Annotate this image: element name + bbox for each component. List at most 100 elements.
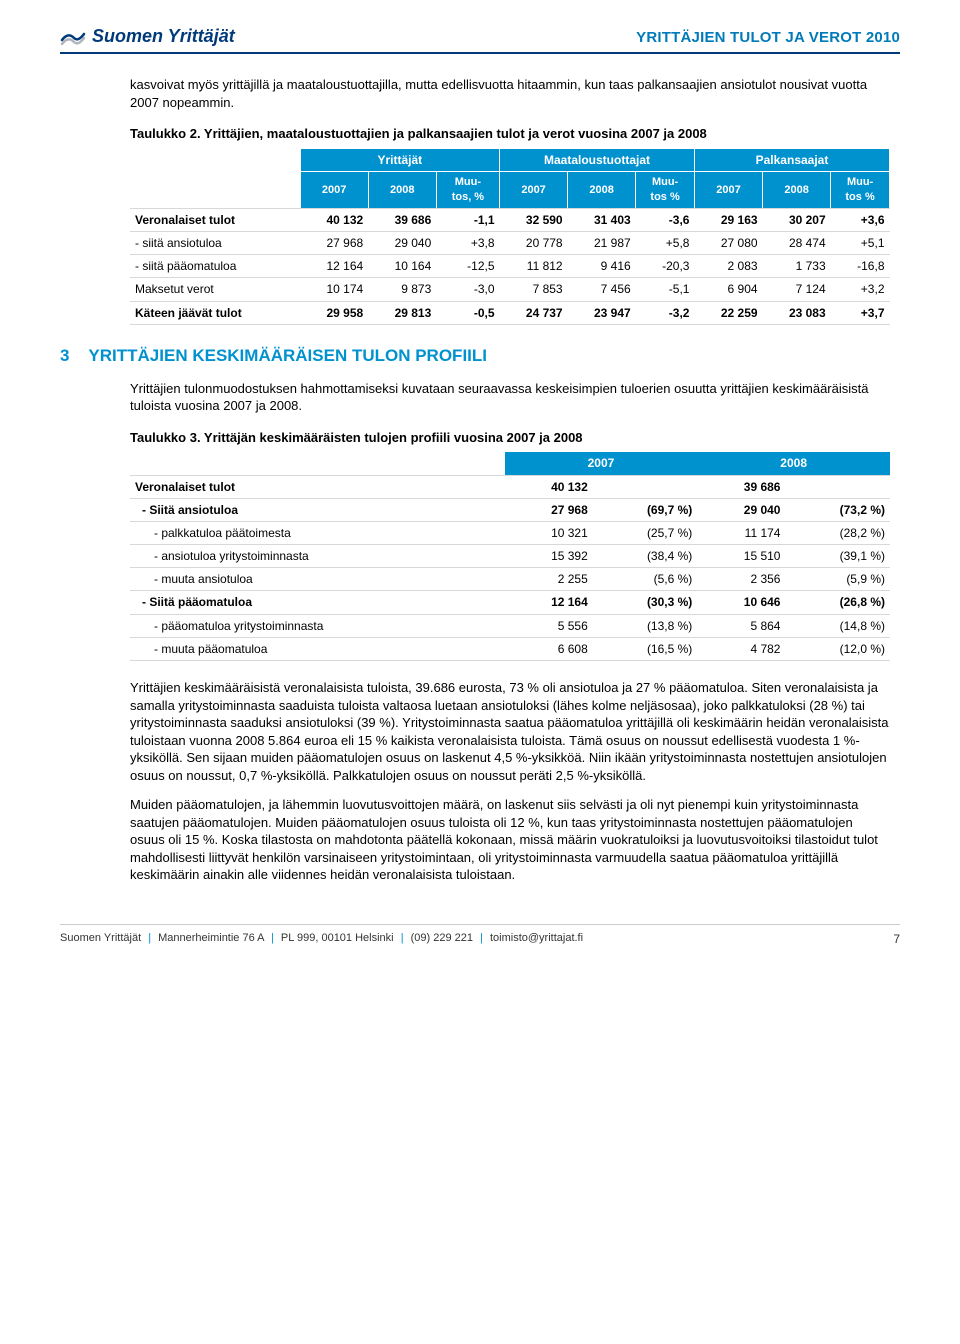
table2-cell: -20,3: [636, 255, 695, 278]
table3-cell: [785, 475, 890, 498]
table2-cell: 7 853: [500, 278, 568, 301]
table3-cell: (5,9 %): [785, 568, 890, 591]
table3-cell: 4 782: [697, 637, 785, 660]
footer-sep-icon: |: [397, 932, 408, 944]
org-name: Suomen Yrittäjät: [92, 24, 235, 48]
table3-cell: (13,8 %): [593, 614, 698, 637]
table2-cell: 27 968: [300, 232, 368, 255]
table2-group-header: Maataloustuottajat: [500, 149, 695, 172]
table3-cell: 5 556: [505, 614, 593, 637]
table2-cell: +5,8: [636, 232, 695, 255]
table3-cell: 5 864: [697, 614, 785, 637]
intro-paragraph: kasvoivat myös yrittäjillä ja maataloust…: [130, 76, 890, 111]
table2-cell: +3,8: [436, 232, 499, 255]
table3-col-header: 2007: [505, 452, 698, 475]
footer-phone: (09) 229 221: [411, 932, 473, 944]
table3-cell: 15 510: [697, 545, 785, 568]
table3-cell: [593, 475, 698, 498]
table2-cell: 31 403: [568, 208, 636, 231]
table2-cell: -3,6: [636, 208, 695, 231]
table3-row-label: - Siitä ansiotuloa: [130, 498, 505, 521]
table3-row-label: - pääomatuloa yritystoiminnasta: [130, 614, 505, 637]
table2-cell: -12,5: [436, 255, 499, 278]
table3-cell: (28,2 %): [785, 521, 890, 544]
table2-cell: 22 259: [694, 301, 762, 324]
table2-cell: 11 812: [500, 255, 568, 278]
footer-sep-icon: |: [476, 932, 487, 944]
table2-cell: 2 083: [694, 255, 762, 278]
footer-org: Suomen Yrittäjät: [60, 932, 141, 944]
table2-row-label: Käteen jäävät tulot: [130, 301, 300, 324]
table2-cell: 29 040: [368, 232, 436, 255]
table2-cell: 7 124: [763, 278, 831, 301]
table3-cell: (25,7 %): [593, 521, 698, 544]
table3-cell: (14,8 %): [785, 614, 890, 637]
table2-col-header: 2008: [568, 172, 636, 209]
table2-cell: 30 207: [763, 208, 831, 231]
table3-cell: 6 608: [505, 637, 593, 660]
table2-cell: +5,1: [831, 232, 890, 255]
table3-cell: 11 174: [697, 521, 785, 544]
table3-row-label: Veronalaiset tulot: [130, 475, 505, 498]
table2-cell: 1 733: [763, 255, 831, 278]
footer-email: toimisto@yrittajat.fi: [490, 932, 583, 944]
table3-row-label: - Siitä pääomatuloa: [130, 591, 505, 614]
table2-col-header: 2008: [368, 172, 436, 209]
table3-cell: 10 646: [697, 591, 785, 614]
footer-pobox: PL 999, 00101 Helsinki: [281, 932, 394, 944]
table3-cell: (16,5 %): [593, 637, 698, 660]
table2-col-header: Muu-tos %: [636, 172, 695, 209]
page-number: 7: [893, 931, 900, 947]
table3-caption: Taulukko 3. Yrittäjän keskimääräisten tu…: [130, 429, 890, 447]
table3-cell: 2 255: [505, 568, 593, 591]
table3-cell: 2 356: [697, 568, 785, 591]
table3-row-label: - muuta pääomatuloa: [130, 637, 505, 660]
table2-row-label: - siitä pääomatuloa: [130, 255, 300, 278]
page-title: YRITTÄJIEN TULOT JA VEROT 2010: [636, 28, 900, 48]
table2-cell: -1,1: [436, 208, 499, 231]
table3-row-label: - ansiotuloa yritystoiminnasta: [130, 545, 505, 568]
table3: 20072008Veronalaiset tulot40 13239 686- …: [130, 452, 890, 661]
footer-sep-icon: |: [144, 932, 155, 944]
footer-contact: Suomen Yrittäjät | Mannerheimintie 76 A …: [60, 931, 583, 947]
table2-col-header: 2007: [500, 172, 568, 209]
table3-cell: (38,4 %): [593, 545, 698, 568]
table2-col-header: Muu-tos %: [831, 172, 890, 209]
table2-cell: 10 174: [300, 278, 368, 301]
section3-number: 3: [60, 345, 84, 368]
table3-cell: 27 968: [505, 498, 593, 521]
table2-group-header: Yrittäjät: [300, 149, 499, 172]
table2-col-header: Muu-tos, %: [436, 172, 499, 209]
body-paragraph: Yrittäjien keskimääräisistä veronalaisis…: [130, 679, 890, 784]
table2-row-label: - siitä ansiotuloa: [130, 232, 300, 255]
body-paragraph: Muiden pääomatulojen, ja lähemmin luovut…: [130, 796, 890, 884]
table2-row-label: Maksetut verot: [130, 278, 300, 301]
table2-cell: 28 474: [763, 232, 831, 255]
table2-cell: 21 987: [568, 232, 636, 255]
table2-col-header: 2008: [763, 172, 831, 209]
table2-cell: 7 456: [568, 278, 636, 301]
footer-addr: Mannerheimintie 76 A: [158, 932, 264, 944]
table3-cell: (26,8 %): [785, 591, 890, 614]
table3-cell: 10 321: [505, 521, 593, 544]
table2-group-header: Palkansaajat: [694, 149, 889, 172]
table3-col-header: 2008: [697, 452, 890, 475]
table3-cell: (12,0 %): [785, 637, 890, 660]
table2-cell: 20 778: [500, 232, 568, 255]
table2-cell: +3,7: [831, 301, 890, 324]
table3-cell: (73,2 %): [785, 498, 890, 521]
table2-cell: 24 737: [500, 301, 568, 324]
table2-caption: Taulukko 2. Yrittäjien, maataloustuottaj…: [130, 125, 890, 143]
table3-cell: 29 040: [697, 498, 785, 521]
table2-cell: -3,0: [436, 278, 499, 301]
table2-cell: 29 813: [368, 301, 436, 324]
table2-col-header: [130, 172, 300, 209]
table2: YrittäjätMaataloustuottajatPalkansaajat2…: [130, 149, 890, 325]
table2-cell: -3,2: [636, 301, 695, 324]
table2-cell: -5,1: [636, 278, 695, 301]
table3-cell: (69,7 %): [593, 498, 698, 521]
section3-heading: 3 YRITTÄJIEN KESKIMÄÄRÄISEN TULON PROFII…: [60, 345, 890, 368]
content-area: kasvoivat myös yrittäjillä ja maataloust…: [60, 76, 900, 884]
table2-cell: 29 163: [694, 208, 762, 231]
section3-title: YRITTÄJIEN KESKIMÄÄRÄISEN TULON PROFIILI: [88, 346, 487, 365]
